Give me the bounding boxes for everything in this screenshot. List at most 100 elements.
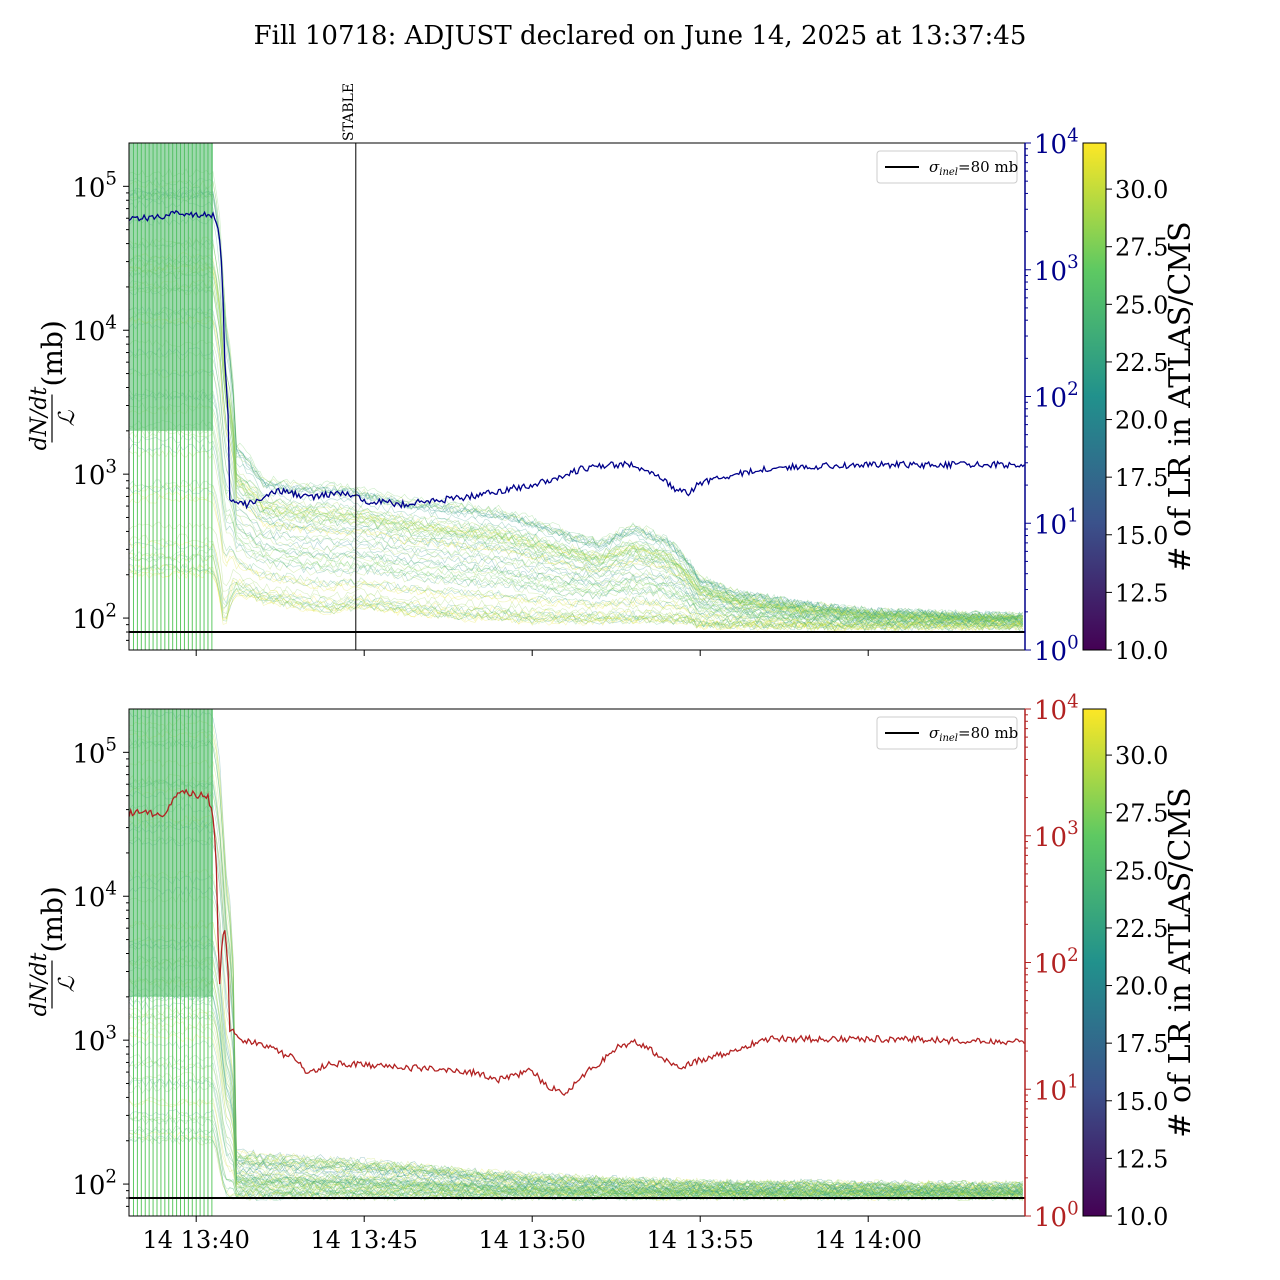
lr-line [129,1006,1023,1198]
plot-area [129,709,1025,1216]
y-tick-label: 103 [72,1022,117,1057]
lr-line [129,429,1024,627]
lr-line [129,316,1024,624]
right-y-tick-label: 100 [1034,1198,1079,1233]
lr-line [129,1054,1023,1199]
colorbar-gradient [1082,142,1107,651]
lr-line [129,869,1024,1194]
lr-line [129,347,1024,625]
lr-line [129,443,1024,628]
lr-line [129,955,1023,1196]
right-y-tick-label: 102 [1034,379,1079,414]
y-axis-label-unit: (mb) [36,886,69,952]
lr-line [129,1112,1023,1201]
lr-line [129,239,1024,622]
colorbar-gradient [1082,708,1107,1217]
lr-line [129,1078,1024,1200]
lr-line [129,279,1023,623]
lr-line [129,284,1024,624]
lr-line [129,759,1023,1190]
lr-line [129,252,1024,622]
y-tick-label: 102 [72,600,117,635]
colorbar-top: 10.0 12.5 15.0 17.5 20.0 22.5 25.0 27.5 30.0 # of… [1082,142,1198,665]
lr-line [129,491,1023,629]
legend-box [876,716,1018,750]
colorbar-tick-label: 22.5 [1115,349,1168,377]
colorbar-tick-label: 10.0 [1115,1203,1168,1231]
y-tick-label: 105 [72,735,117,770]
lr-line [129,976,1023,1197]
y-tick-label: 105 [72,169,117,204]
lr-line [129,921,1024,1195]
lr-line [129,521,1023,630]
lr-dense-region [129,143,213,431]
lr-line [129,803,1024,1192]
lr-line [129,187,1023,620]
right-y-tick-label: 102 [1034,945,1079,980]
lr-line [129,479,1023,628]
lr-line [129,190,1024,621]
lr-line [129,216,1023,621]
lr-line [129,306,1024,624]
lr-line [129,549,1024,631]
lr-line [129,836,1024,1193]
chart-title: Fill 10718: ADJUST declared on June 14, … [254,21,1027,51]
lr-line [129,177,1023,620]
lr-line [129,540,1023,631]
colorbar-tick-label: 12.5 [1115,1145,1168,1173]
lr-line [129,191,1024,621]
lr-line [129,1131,1023,1202]
x-tick-label: 14 13:50 [479,1226,586,1254]
right-y-tick-label: 104 [1034,691,1079,726]
lr-line [129,935,1023,1196]
lr-line [129,1020,1023,1198]
colorbar-tick-label: 20.0 [1115,973,1168,1001]
lr-line [129,306,1023,624]
lr-line [129,993,1023,1197]
colorbar-tick-label: 10.0 [1115,637,1168,665]
legend: σinel=80 mb [876,150,1018,184]
stable-marker-label: STABLE [341,83,357,141]
y-axis-label-den: ℒ [55,409,80,426]
lr-line [129,812,1023,1193]
colorbar-tick-label: 22.5 [1115,915,1168,943]
colorbar-tick-label: 17.5 [1115,464,1168,492]
right-y-tick-label: 104 [1034,125,1079,160]
lr-line [129,956,1023,1197]
lr-line [129,391,1023,627]
colorbar-tick-label: 25.0 [1115,857,1168,885]
lr-line [129,1040,1023,1199]
lr-line [129,321,1023,624]
plot-area [129,143,1025,650]
lr-line [129,1098,1023,1201]
lr-line [129,287,1024,623]
colorbar-label: # of LR in ATLAS/CMS [1163,787,1198,1137]
lr-line [129,263,1024,623]
lr-line [129,791,1024,1192]
lr-line [129,563,1024,632]
right-axis-series [129,788,1025,1096]
lr-line [129,935,1024,1196]
y-axis-label-num: dN/dt [27,953,52,1017]
panel-bottom: 102 103 104 105 100 101 102 103 104 14 13:40 14 13… [27,691,1079,1254]
lr-line [129,533,1023,631]
lr-line-band [129,711,1024,1202]
lr-line [129,975,1023,1197]
lr-line [129,179,1023,620]
colorbar-tick-label: 30.0 [1115,742,1168,770]
y-axis-label-den: ℒ [55,975,80,992]
lr-line [129,992,1024,1197]
lr-line [129,958,1024,1197]
lr-line [129,1084,1023,1200]
legend: σinel=80 mb [876,716,1018,750]
colorbar-tick-label: 25.0 [1115,291,1168,319]
lr-line [129,1027,1023,1198]
lr-line [129,1072,1024,1200]
lr-line [129,787,1024,1192]
panel-top: STABLE 102 103 104 105 100 101 102 103 104 dN/dt ℒ (… [27,83,1079,667]
colorbar-tick-label: 30.0 [1115,176,1168,204]
colorbar-tick-label: 15.0 [1115,522,1168,550]
right-axis-series [129,210,1025,510]
y-axis-label: dN/dt ℒ (mb) [27,886,80,1016]
lr-line [129,186,1024,620]
